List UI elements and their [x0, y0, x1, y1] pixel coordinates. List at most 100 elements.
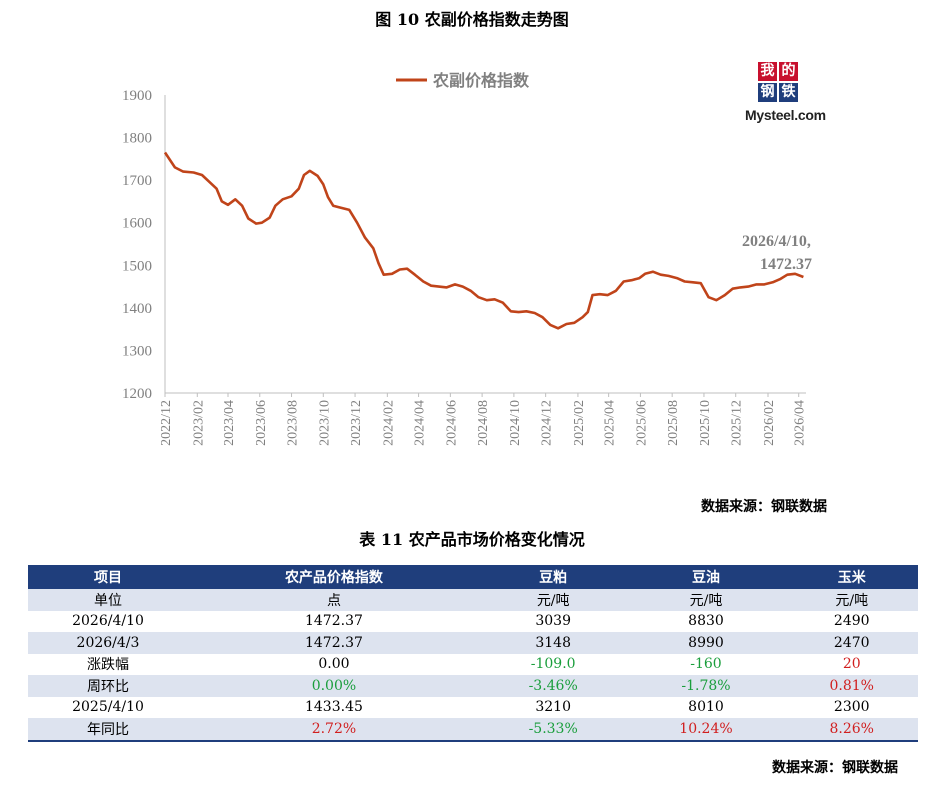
table-cell: 1472.37: [188, 632, 480, 654]
table-cell: 0.00: [318, 656, 350, 673]
table-row: 2026/4/10 1472.37 3039 8830 2490: [28, 611, 918, 633]
table-title: 表 11 农产品市场价格变化情况: [359, 530, 585, 549]
table-cell: 0.81%: [785, 675, 918, 697]
table-body: 单位点元/吨 元/吨 元/吨 2026/4/10 1472.37 3039 8830 2490…: [28, 589, 918, 741]
x-tick-label: 2024/10: [508, 400, 523, 446]
table-cell: 涨跌幅: [87, 657, 129, 674]
table-cell: 20: [842, 656, 861, 673]
x-tick-label: 2023/06: [254, 400, 269, 446]
x-tick-label: 2025/12: [730, 400, 745, 446]
table-cell: 8830: [688, 613, 724, 630]
table-row: 2026/4/3 1472.37 3148 8990 2470: [28, 632, 918, 654]
table-row: 周环比 0.00% -3.46% -1.78% 0.81%: [28, 675, 918, 697]
series-line: [163, 151, 804, 330]
table-cell: 1433.45: [304, 699, 363, 716]
y-tick-label: 1600: [122, 216, 152, 232]
y-tick-labels: 1900 1800 1700 1600 1500 1400 1300 1200: [122, 88, 152, 402]
x-tick-label: 2023/10: [317, 400, 332, 446]
x-tick-label: 2026/02: [762, 400, 777, 446]
table-source: 数据来源：钢联数据: [772, 760, 898, 776]
table-cell: 10.24%: [626, 718, 786, 741]
table-cell: 点: [188, 589, 480, 611]
x-tick-label: 2026/04: [793, 400, 808, 446]
line-chart: 1900 1800 1700 1600 1500 1400 1300 1200 2022/12…: [122, 71, 812, 446]
x-tick-labels: 2022/12 2023/02 2023/04 2023/06 2023/08 2023/…: [159, 393, 808, 446]
x-tick-label: 2024/12: [540, 400, 555, 446]
x-tick-label: 2025/02: [572, 400, 587, 446]
x-tick-label: 2022/12: [159, 400, 174, 446]
mysteel-logo: 我 的 钢 铁 Mysteel.com: [745, 60, 835, 130]
x-tick-label: 2023/02: [191, 400, 206, 446]
table-header: 玉米: [785, 565, 918, 589]
x-tick-label: 2024/08: [476, 400, 491, 446]
table-cell: -3.46%: [479, 675, 627, 697]
table-cell: 元/吨: [626, 589, 786, 611]
table-cell: 0.00%: [188, 675, 480, 697]
price-table: 项目 农产品价格指数 豆粕 豆油 玉米 单位点元/吨 元/吨 元/吨 2026/4/1…: [28, 565, 918, 742]
legend-label: 农副价格指数: [432, 71, 530, 90]
table-cell: 3148: [479, 632, 627, 654]
y-tick-label: 1900: [122, 88, 152, 104]
annotation-layer: 2026/4/10, 1472.37: [742, 233, 812, 273]
table-cell: -160: [690, 656, 722, 673]
x-tick-label: 2025/08: [666, 400, 681, 446]
table-cell: 元/吨: [479, 589, 627, 611]
x-tick-label: 2025/10: [698, 400, 713, 446]
table-cell: 1472.37: [304, 613, 363, 630]
table-cell: 周环比: [28, 675, 188, 697]
table-row: 2025/4/10 1433.45 3210 8010 2300: [28, 697, 918, 719]
x-tick-label: 2023/04: [222, 400, 237, 446]
table-row: 年同比 2.72% -5.33% 10.24% 8.26%: [28, 718, 918, 741]
x-tick-label: 2025/06: [634, 400, 649, 446]
table-header: 农产品价格指数: [188, 565, 480, 589]
table-row: 涨跌幅 0.00 -109.0 -160 20: [28, 654, 918, 676]
x-tick-label: 2024/04: [413, 400, 428, 446]
table-header: 项目: [28, 565, 188, 589]
table-cell: 8990: [626, 632, 786, 654]
y-tick-label: 1700: [122, 173, 152, 189]
table-cell: 3210: [535, 699, 571, 716]
table-cell: 2026/4/10: [72, 613, 144, 630]
x-tick-label: 2024/02: [381, 400, 396, 446]
table-cell: 2026/4/3: [28, 632, 188, 654]
table-row: 单位点元/吨 元/吨 元/吨: [28, 589, 918, 611]
x-tick-label: 2025/04: [603, 400, 618, 446]
y-tick-label: 1800: [122, 131, 152, 147]
x-tick-label: 2024/06: [444, 400, 459, 446]
y-tick-label: 1400: [122, 301, 152, 317]
table-cell: 年同比: [28, 718, 188, 741]
logo-char: 铁: [779, 83, 798, 102]
table-cell: 2025/4/10: [72, 699, 144, 716]
table-cell: 2.72%: [188, 718, 480, 741]
table-cell: -1.78%: [626, 675, 786, 697]
logo-text: Mysteel.com: [745, 107, 826, 123]
annotation-date: 2026/4/10,: [742, 233, 811, 250]
table-header: 豆粕: [479, 565, 627, 589]
table-cell: 8.26%: [785, 718, 918, 741]
table-cell: 2300: [833, 699, 870, 716]
table-cell: -5.33%: [479, 718, 627, 741]
annotation-value: 1472.37: [760, 256, 812, 273]
y-tick-label: 1200: [122, 386, 152, 402]
table-cell: 2470: [785, 632, 918, 654]
table-cell: 3039: [535, 613, 571, 630]
y-tick-label: 1500: [122, 258, 152, 274]
table-cell: 单位: [28, 589, 188, 611]
series-layer: [163, 151, 804, 330]
y-tick-label: 1300: [122, 343, 152, 359]
table-cell: 元/吨: [785, 589, 918, 611]
logo-chars: 我 的 钢 铁: [758, 62, 798, 106]
chart-legend: 农副价格指数: [396, 71, 530, 90]
logo-char: 我: [758, 62, 777, 81]
x-tick-label: 2023/12: [349, 400, 364, 446]
logo-char: 的: [779, 62, 798, 81]
logo-char: 钢: [758, 83, 777, 102]
table-cell: -109.0: [530, 656, 576, 673]
table-header: 豆油: [626, 565, 786, 589]
x-tick-label: 2023/08: [286, 400, 301, 446]
table-cell: 8010: [688, 699, 724, 716]
table-cell: 2490: [833, 613, 870, 630]
figure-title: 图 10 农副价格指数走势图: [375, 10, 569, 29]
chart-source: 数据来源：钢联数据: [701, 499, 827, 515]
chart-axes: [164, 95, 806, 394]
